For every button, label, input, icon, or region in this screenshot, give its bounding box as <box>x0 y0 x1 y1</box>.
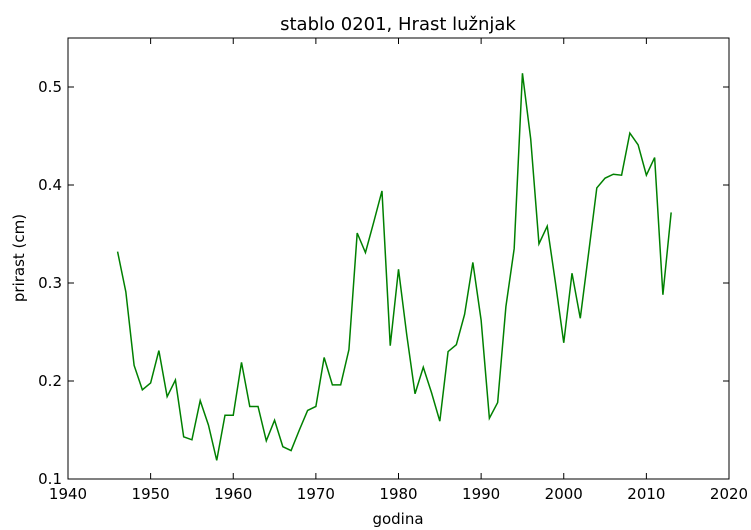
x-tick-label: 2000 <box>545 485 583 503</box>
y-tick-label: 0.4 <box>38 176 62 194</box>
y-tick-label: 0.3 <box>38 274 62 292</box>
plot-frame <box>67 37 730 480</box>
y-tick-label: 0.1 <box>38 470 62 488</box>
x-tick-label: 1950 <box>132 485 170 503</box>
chart-title: stablo 0201, Hrast lužnjak <box>280 14 516 35</box>
y-tick-label: 0.2 <box>38 372 62 390</box>
y-tick-label: 0.5 <box>38 78 62 96</box>
x-tick-label: 1990 <box>462 485 500 503</box>
x-tick-label: 2010 <box>627 485 665 503</box>
x-tick-label: 1980 <box>379 485 417 503</box>
y-axis-label: prirast (cm) <box>10 214 28 302</box>
x-tick-label: 1970 <box>297 485 335 503</box>
x-tick-label: 1960 <box>214 485 252 503</box>
line-series <box>116 73 672 461</box>
x-tick-label: 2020 <box>710 485 748 503</box>
x-axis-label: godina <box>372 510 423 528</box>
x-tick-label: 1940 <box>49 485 87 503</box>
